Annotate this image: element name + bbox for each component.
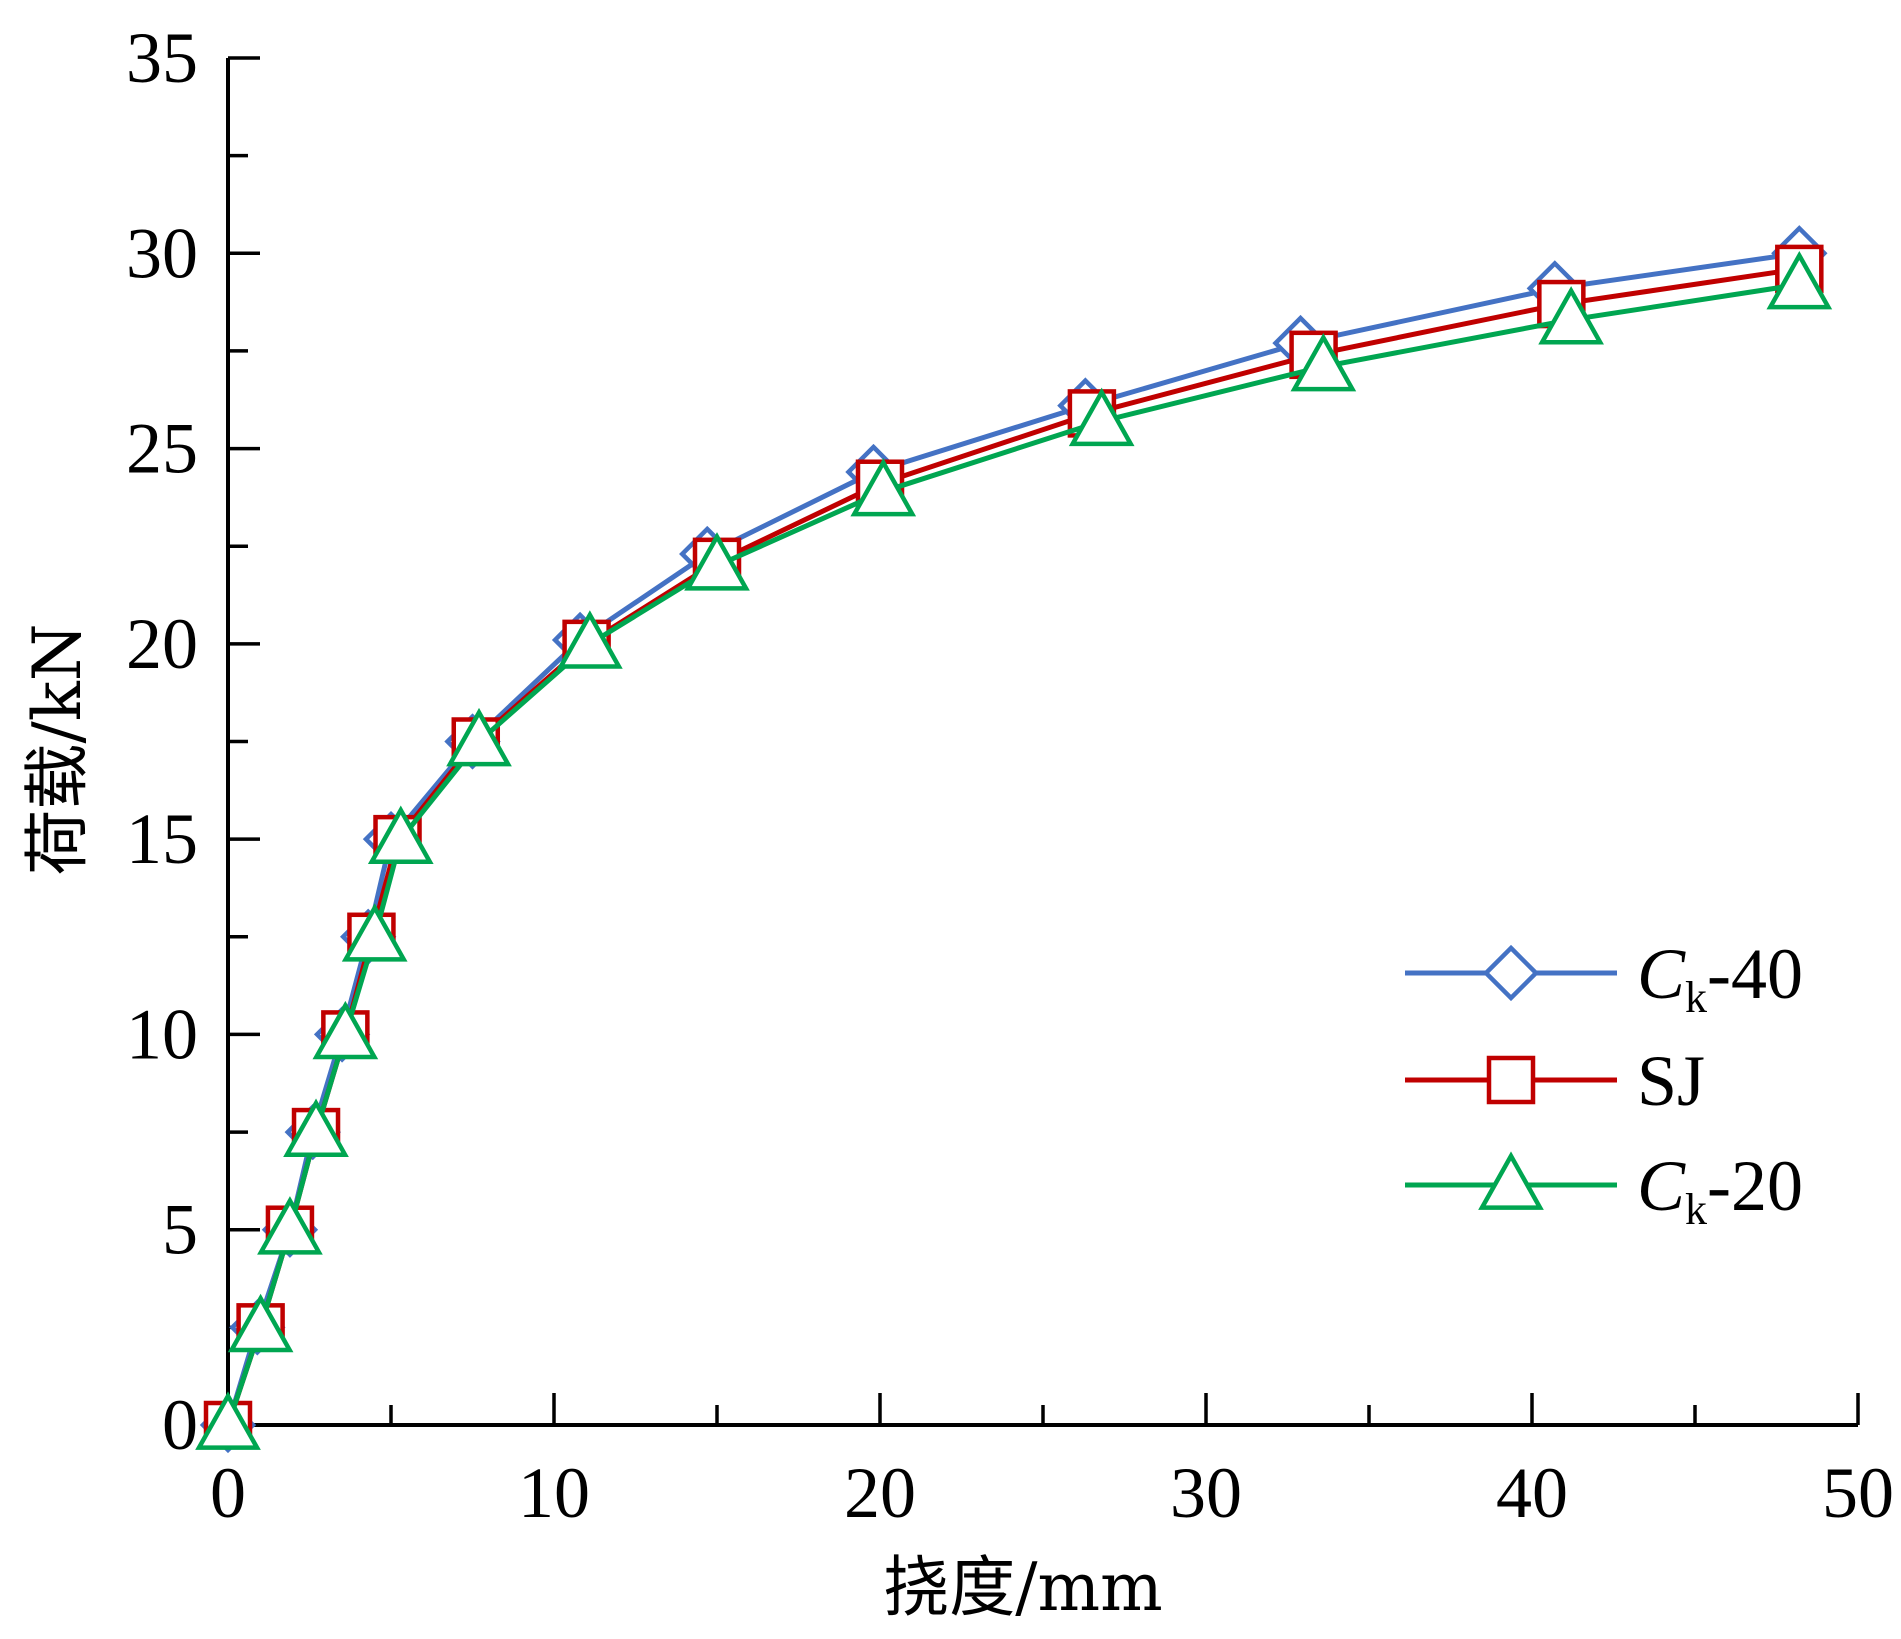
x-tick-label: 0: [210, 1453, 246, 1533]
legend-label: SJ: [1637, 1041, 1705, 1121]
y-tick-label: 5: [162, 1190, 198, 1270]
legend-label-subscript: k: [1685, 973, 1707, 1022]
legend-label-suffix: -40: [1707, 934, 1803, 1014]
y-tick-label: 0: [162, 1385, 198, 1465]
series-layer: [195, 225, 1833, 1454]
triangle-marker: [195, 1391, 261, 1450]
legend-label-main: C: [1637, 934, 1686, 1014]
square-marker: [1486, 1055, 1536, 1105]
series-Ck-20: [195, 250, 1833, 1450]
triangle-marker: [1538, 286, 1604, 345]
triangle-marker: [367, 805, 434, 865]
triangle-marker: [1766, 250, 1833, 310]
x-tick-label: 40: [1496, 1453, 1568, 1533]
diamond-marker: [1482, 944, 1540, 1002]
y-axis-title: 荷载/kN: [19, 624, 96, 876]
legend-label: Ck-20: [1637, 1146, 1803, 1234]
triangle-marker: [1290, 332, 1357, 392]
y-tick-label: 20: [126, 604, 198, 684]
legend-item-Ck-20: Ck-20: [1405, 1146, 1803, 1234]
triangle-marker: [227, 1293, 294, 1353]
series-line: [225, 266, 1800, 1426]
x-tick-label: 30: [1170, 1453, 1242, 1533]
legend-label: Ck-40: [1637, 934, 1803, 1022]
triangle-marker: [283, 1098, 349, 1157]
x-tick-label: 50: [1822, 1453, 1894, 1533]
axes: 0 10 20 30 40 50 0 5 10 15 20 25 30 35: [126, 18, 1894, 1533]
triangle-marker: [1068, 387, 1135, 447]
y-tick-label: 25: [126, 409, 198, 489]
triangle-marker: [557, 610, 623, 669]
series-Ck-40: [199, 225, 1828, 1454]
triangle-marker: [850, 457, 917, 517]
x-tick-label: 20: [844, 1453, 916, 1533]
legend-item-SJ: SJ: [1405, 1041, 1705, 1121]
y-tick-label: 10: [126, 994, 198, 1074]
legend-label-main: C: [1637, 1146, 1686, 1226]
triangle-marker: [1478, 1151, 1544, 1210]
legend-label-suffix: -20: [1707, 1146, 1803, 1226]
triangle-marker: [684, 532, 750, 591]
y-tick-label: 15: [126, 799, 198, 879]
y-tick-label: 30: [126, 213, 198, 293]
legend-item-Ck-40: Ck-40: [1405, 934, 1803, 1022]
x-axis-title: 挠度/mm: [883, 1549, 1162, 1626]
legend-label-subscript: k: [1685, 1185, 1707, 1234]
triangle-marker: [341, 903, 408, 962]
triangle-marker: [257, 1196, 323, 1255]
series-line: [225, 282, 1800, 1426]
series-line: [225, 250, 1800, 1426]
triangle-marker: [446, 707, 512, 767]
triangle-marker: [312, 1000, 379, 1060]
y-tick-label: 35: [126, 18, 198, 98]
legend-label-main: SJ: [1637, 1041, 1705, 1121]
x-tick-label: 10: [518, 1453, 590, 1533]
